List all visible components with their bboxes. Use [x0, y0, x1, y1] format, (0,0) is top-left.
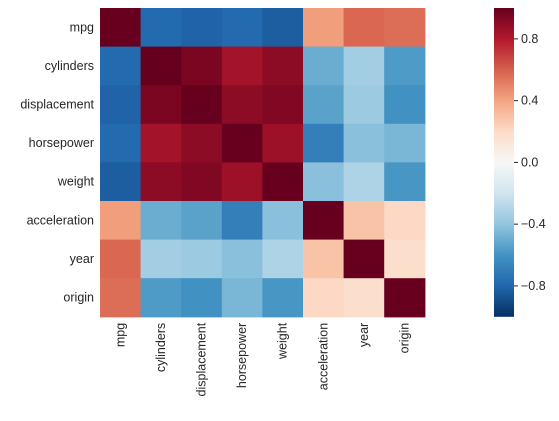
- heatmap-row-labels: mpg cylinders displacement horsepower weight…: [20, 20, 94, 304]
- row-label-horsepower: horsepower: [29, 136, 94, 150]
- colorbar-tick-label: −0.8: [521, 279, 546, 293]
- heatmap-cell-mpg-weight: [262, 8, 304, 48]
- heatmap-cell-displacement-acceleration: [303, 85, 345, 125]
- heatmap-cell-cylinders-origin: [384, 46, 426, 86]
- heatmap-cell-horsepower-year: [343, 123, 385, 163]
- heatmap-cell-displacement-weight: [262, 85, 304, 125]
- heatmap-cell-cylinders-cylinders: [140, 46, 182, 86]
- heatmap-cell-mpg-acceleration: [303, 8, 345, 48]
- heatmap-cell-acceleration-year: [343, 201, 385, 241]
- heatmap-cell-acceleration-weight: [262, 201, 304, 241]
- heatmap-cell-year-year: [343, 239, 385, 279]
- heatmap-cell-horsepower-displacement: [181, 123, 223, 163]
- col-label-mpg: mpg: [113, 323, 127, 347]
- heatmap-cell-year-horsepower: [221, 239, 263, 279]
- heatmap-cell-origin-year: [343, 278, 385, 318]
- row-label-weight: weight: [57, 175, 95, 189]
- row-label-cylinders: cylinders: [45, 59, 94, 73]
- heatmap-cell-weight-weight: [262, 162, 304, 202]
- col-label-cylinders: cylinders: [154, 323, 168, 372]
- colorbar-tick-label: −0.4: [521, 217, 546, 231]
- heatmap-cell-cylinders-year: [343, 46, 385, 86]
- heatmap-cell-acceleration-displacement: [181, 201, 223, 241]
- heatmap-cell-horsepower-acceleration: [303, 123, 345, 163]
- heatmap-cell-displacement-displacement: [181, 85, 223, 125]
- colorbar-ticks: 0.8 0.4 0.0 −0.4 −0.8: [514, 32, 546, 293]
- heatmap-cell-origin-displacement: [181, 278, 223, 318]
- heatmap-cell-origin-cylinders: [140, 278, 182, 318]
- heatmap-cell-mpg-horsepower: [221, 8, 263, 48]
- heatmap-cell-year-cylinders: [140, 239, 182, 279]
- heatmap-cell-horsepower-origin: [384, 123, 426, 163]
- heatmap-cell-origin-origin: [384, 278, 426, 318]
- colorbar-gradient-bar: [494, 8, 514, 317]
- heatmap-cell-mpg-mpg: [100, 8, 142, 48]
- heatmap-cell-displacement-horsepower: [221, 85, 263, 125]
- colorbar-tick-label: 0.0: [521, 155, 538, 169]
- heatmap-cells: [100, 8, 426, 318]
- heatmap-cell-year-origin: [384, 239, 426, 279]
- col-label-weight: weight: [276, 322, 290, 360]
- colorbar: 0.8 0.4 0.0 −0.4 −0.8: [494, 8, 546, 317]
- heatmap-cell-horsepower-weight: [262, 123, 304, 163]
- row-label-acceleration: acceleration: [27, 213, 94, 227]
- heatmap-cell-weight-mpg: [100, 162, 142, 202]
- heatmap-cell-year-acceleration: [303, 239, 345, 279]
- heatmap-cell-horsepower-horsepower: [221, 123, 263, 163]
- heatmap-cell-acceleration-cylinders: [140, 201, 182, 241]
- heatmap-cell-mpg-year: [343, 8, 385, 48]
- heatmap-cell-horsepower-mpg: [100, 123, 142, 163]
- heatmap-cell-weight-origin: [384, 162, 426, 202]
- col-label-horsepower: horsepower: [235, 323, 249, 388]
- heatmap-cell-horsepower-cylinders: [140, 123, 182, 163]
- heatmap-cell-mpg-cylinders: [140, 8, 182, 48]
- row-label-mpg: mpg: [70, 20, 94, 34]
- heatmap-cell-weight-displacement: [181, 162, 223, 202]
- heatmap-cell-mpg-origin: [384, 8, 426, 48]
- heatmap-cell-origin-weight: [262, 278, 304, 318]
- heatmap-cell-origin-horsepower: [221, 278, 263, 318]
- heatmap-cell-mpg-displacement: [181, 8, 223, 48]
- heatmap-cell-weight-year: [343, 162, 385, 202]
- heatmap-cell-acceleration-origin: [384, 201, 426, 241]
- heatmap-cell-cylinders-mpg: [100, 46, 142, 86]
- heatmap-cell-weight-cylinders: [140, 162, 182, 202]
- row-label-year: year: [70, 252, 94, 266]
- col-label-acceleration: acceleration: [316, 323, 330, 390]
- heatmap-cell-acceleration-mpg: [100, 201, 142, 241]
- row-label-origin: origin: [63, 291, 94, 305]
- heatmap-cell-displacement-cylinders: [140, 85, 182, 125]
- heatmap-cell-displacement-year: [343, 85, 385, 125]
- heatmap-cell-origin-mpg: [100, 278, 142, 318]
- col-label-year: year: [357, 323, 371, 347]
- heatmap-col-labels: mpg cylinders displacement horsepower weight…: [113, 322, 411, 396]
- row-label-displacement: displacement: [20, 98, 94, 112]
- heatmap-cell-year-mpg: [100, 239, 142, 279]
- heatmap-cell-origin-acceleration: [303, 278, 345, 318]
- heatmap-cell-cylinders-acceleration: [303, 46, 345, 86]
- heatmap-cell-displacement-origin: [384, 85, 426, 125]
- heatmap-cell-weight-horsepower: [221, 162, 263, 202]
- heatmap-cell-year-weight: [262, 239, 304, 279]
- heatmap-cell-cylinders-horsepower: [221, 46, 263, 86]
- heatmap-cell-cylinders-weight: [262, 46, 304, 86]
- col-label-origin: origin: [398, 323, 412, 354]
- heatmap-cell-cylinders-displacement: [181, 46, 223, 86]
- heatmap-cell-year-displacement: [181, 239, 223, 279]
- heatmap-cell-weight-acceleration: [303, 162, 345, 202]
- heatmap-cell-displacement-mpg: [100, 85, 142, 125]
- colorbar-tick-label: 0.4: [521, 94, 538, 108]
- colorbar-tick-label: 0.8: [521, 32, 538, 46]
- heatmap-cell-acceleration-acceleration: [303, 201, 345, 241]
- heatmap-cell-acceleration-horsepower: [221, 201, 263, 241]
- col-label-displacement: displacement: [195, 322, 209, 396]
